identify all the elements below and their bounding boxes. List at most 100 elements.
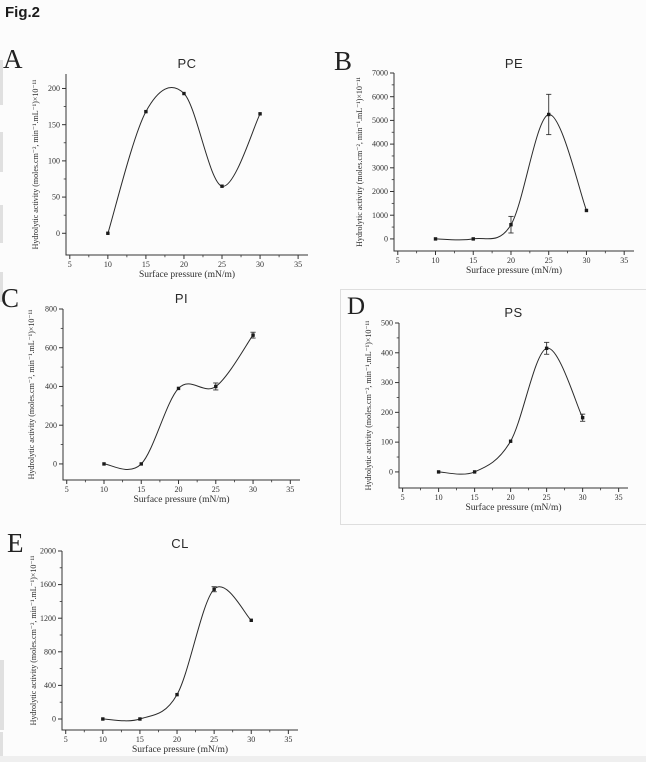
axes: [62, 309, 300, 481]
pc-chart: 5 10 15 20 25 30 35 0 50 100 150 200 PC Surface press…: [31, 56, 308, 280]
panel-letter-e: E: [7, 528, 24, 558]
panel-a-pc: A 5 10 15 20 25 30 35 0 50 100 150 200 PC Surface pre…: [0, 46, 320, 282]
panel-e-cl: E 5 10 15 20 25 30 35 0 400 800 1200 1600 2000 CL Surf…: [0, 528, 330, 762]
x-axis-label: Surface pressure (mN/m): [132, 744, 228, 755]
panel-letter-b: B: [334, 46, 353, 76]
x-tick-label: 10: [99, 735, 107, 744]
chart-title: PE: [505, 56, 523, 71]
axes: [393, 73, 634, 252]
x-axis-label: Surface pressure (mN/m): [466, 265, 562, 276]
x-tick-label: 10: [100, 485, 108, 494]
scan-bottom-band: [0, 756, 646, 762]
y-tick-label: 200: [45, 421, 57, 430]
x-tick-label: 15: [142, 260, 150, 269]
data-curve: [438, 347, 584, 475]
panel-letter-d: D: [347, 293, 366, 320]
data-point-marker: [509, 222, 513, 227]
y-tick-label: 50: [52, 193, 60, 202]
y-tick-label: 100: [381, 438, 393, 447]
y-tick-label: 150: [48, 120, 60, 129]
ps-chart: 5 10 15 20 25 30 35 0 100 200 300 400 500 PS Surface p…: [364, 305, 628, 513]
data-point-marker: [249, 618, 253, 622]
panel-letter-c: C: [1, 283, 20, 313]
y-tick-label: 2000: [372, 187, 388, 196]
x-tick-label: 5: [396, 256, 400, 265]
x-tick-label: 25: [212, 485, 220, 494]
y-axis-label: Hydrolytic activity (moles.cm⁻², min⁻¹.m…: [364, 320, 373, 490]
pe-chart: 5 10 15 20 25 30 35 0 1000 2000 3000 4000 5000 6000 70…: [355, 56, 634, 276]
axes: [65, 74, 308, 256]
data-curve: [102, 586, 252, 722]
x-tick-label: 15: [137, 485, 145, 494]
y-tick-label: 0: [384, 235, 388, 244]
scan-edge-artifact: [0, 660, 4, 730]
x-tick-label: 30: [249, 485, 257, 494]
y-tick-label: 200: [48, 84, 60, 93]
y-tick-label: 7000: [372, 69, 388, 78]
x-axis-label: Surface pressure (mN/m): [133, 494, 229, 505]
x-tick-label: 5: [65, 485, 69, 494]
data-point-marker: [472, 470, 477, 474]
y-tick-label: 600: [45, 343, 57, 352]
data-point-marker: [251, 333, 255, 337]
pi-chart: 5 10 15 20 25 30 35 0 200 400 600 800 PI Surface pres…: [27, 291, 300, 505]
chart-title: PS: [504, 305, 522, 320]
x-tick-label: 35: [615, 493, 623, 502]
data-point-marker: [214, 384, 218, 389]
y-axis-label: Hydrolytic activity (moles.cm⁻², min⁻¹.m…: [27, 309, 36, 479]
panel-letter-a: A: [3, 44, 23, 74]
x-tick-label: 20: [173, 735, 181, 744]
x-tick-label: 35: [620, 256, 628, 265]
data-point-marker: [508, 439, 513, 443]
x-tick-label: 5: [401, 493, 405, 502]
scan-edge-artifact: [0, 132, 3, 172]
scan-edge-artifact: [0, 60, 3, 105]
y-axis-label: Hydrolytic activity (moles.cm⁻², min⁻¹.m…: [31, 79, 40, 249]
data-point-marker: [471, 237, 475, 241]
y-tick-label: 400: [45, 382, 57, 391]
x-tick-label: 20: [507, 256, 515, 265]
x-tick-label: 5: [68, 260, 72, 269]
x-tick-label: 25: [210, 735, 218, 744]
data-point-marker: [580, 416, 585, 420]
x-tick-label: 35: [294, 260, 302, 269]
x-axis-label: Surface pressure (mN/m): [139, 269, 235, 280]
figure-label: Fig.2: [5, 4, 41, 21]
y-tick-label: 400: [381, 348, 393, 357]
scan-edge-artifact: [0, 205, 3, 243]
y-tick-label: 800: [44, 647, 56, 656]
y-axis-label: Hydrolytic activity (moles.cm⁻², min⁻¹.m…: [29, 555, 38, 725]
data-point-marker: [144, 109, 148, 114]
axes: [398, 323, 628, 489]
data-point-marker: [138, 717, 142, 721]
y-tick-label: 3000: [372, 163, 388, 172]
x-tick-label: 15: [136, 735, 144, 744]
chart-title: PI: [175, 291, 188, 306]
chart-title: CL: [171, 536, 189, 551]
y-tick-label: 2000: [40, 547, 56, 556]
axes: [61, 551, 298, 731]
x-tick-label: 20: [175, 485, 183, 494]
data-point-marker: [584, 208, 589, 213]
y-tick-label: 400: [44, 681, 56, 690]
x-tick-label: 35: [286, 485, 294, 494]
data-point-marker: [106, 231, 110, 235]
y-tick-label: 500: [381, 319, 393, 328]
data-point-marker: [220, 184, 224, 188]
y-tick-label: 4000: [372, 140, 388, 149]
x-tick-label: 15: [471, 493, 479, 502]
data-point-marker: [182, 91, 186, 96]
data-point-marker: [176, 386, 181, 391]
panel-d-ps: D 5 10 15 20 25 30 35 0 100 200 300 400 500 PS Surface…: [340, 289, 646, 525]
x-axis-label: Surface pressure (mN/m): [465, 502, 561, 513]
data-point-marker: [433, 237, 438, 241]
panel-b-pe: B 5 10 15 20 25 30 35 0 1000 2000 3000 4000 5000 6000…: [328, 46, 646, 282]
y-tick-label: 1600: [40, 580, 56, 589]
y-tick-label: 0: [56, 229, 60, 238]
data-point-marker: [436, 470, 441, 474]
data-point-marker: [101, 717, 105, 721]
scan-edge-artifact: [0, 732, 3, 762]
x-tick-label: 10: [432, 256, 440, 265]
cl-chart: 5 10 15 20 25 30 35 0 400 800 1200 1600 2000 CL Surfac…: [29, 536, 298, 755]
y-tick-label: 1000: [372, 211, 388, 220]
